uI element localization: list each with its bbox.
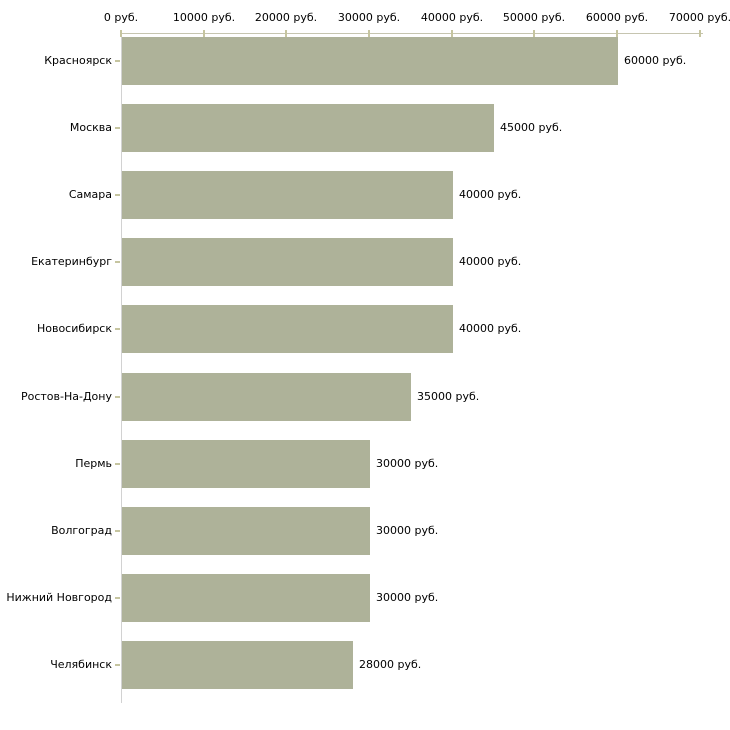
category-tick bbox=[115, 328, 120, 330]
x-axis-tick bbox=[368, 30, 370, 37]
x-axis-tick bbox=[285, 30, 287, 37]
bar bbox=[122, 238, 453, 286]
category-tick bbox=[115, 463, 120, 465]
bar bbox=[122, 373, 411, 421]
x-axis-line bbox=[121, 33, 703, 34]
category-tick bbox=[115, 261, 120, 263]
y-axis-line bbox=[121, 33, 122, 704]
x-axis-tick-label: 0 руб. bbox=[103, 11, 139, 24]
x-axis-tick-label: 70000 руб. bbox=[668, 11, 730, 24]
category-label: Москва bbox=[69, 121, 112, 134]
x-axis-tick-label: 40000 руб. bbox=[420, 11, 484, 24]
category-label: Красноярск bbox=[44, 54, 112, 67]
value-label: 45000 руб. bbox=[500, 121, 563, 134]
category-tick bbox=[115, 530, 120, 532]
category-label: Челябинск bbox=[50, 658, 112, 671]
value-label: 40000 руб. bbox=[459, 255, 522, 268]
bar bbox=[122, 305, 453, 353]
value-label: 30000 руб. bbox=[376, 524, 439, 537]
bar bbox=[122, 507, 370, 555]
bar bbox=[122, 440, 370, 488]
bar bbox=[122, 641, 353, 689]
category-tick bbox=[115, 597, 120, 599]
bar bbox=[122, 574, 370, 622]
value-label: 35000 руб. bbox=[417, 390, 480, 403]
x-axis-tick-label: 20000 руб. bbox=[254, 11, 318, 24]
category-label: Новосибирск bbox=[36, 322, 112, 335]
category-label: Волгоград bbox=[51, 524, 112, 537]
value-label: 40000 руб. bbox=[459, 322, 522, 335]
bar bbox=[122, 171, 453, 219]
value-label: 60000 руб. bbox=[624, 54, 687, 67]
category-label: Екатеринбург bbox=[31, 255, 112, 268]
x-axis-tick-label: 50000 руб. bbox=[502, 11, 566, 24]
value-label: 28000 руб. bbox=[359, 658, 422, 671]
value-label: 30000 руб. bbox=[376, 591, 439, 604]
value-label: 30000 руб. bbox=[376, 457, 439, 470]
x-axis-tick-label: 10000 руб. bbox=[172, 11, 236, 24]
x-axis-tick bbox=[203, 30, 205, 37]
x-axis-tick-label: 60000 руб. bbox=[585, 11, 649, 24]
category-tick bbox=[115, 127, 120, 129]
category-label: Пермь bbox=[75, 457, 112, 470]
x-axis-tick-label: 30000 руб. bbox=[337, 11, 401, 24]
x-axis-tick bbox=[699, 30, 701, 37]
category-tick bbox=[115, 664, 120, 666]
x-axis-tick bbox=[616, 30, 618, 37]
value-label: 40000 руб. bbox=[459, 188, 522, 201]
x-axis-tick bbox=[533, 30, 535, 37]
category-tick bbox=[115, 194, 120, 196]
category-label: Ростов-На-Дону bbox=[20, 390, 112, 403]
bar bbox=[122, 37, 618, 85]
x-axis-tick bbox=[120, 30, 122, 37]
category-tick bbox=[115, 60, 120, 62]
x-axis-tick bbox=[451, 30, 453, 37]
category-label: Нижний Новгород bbox=[6, 591, 112, 604]
category-label: Самара bbox=[68, 188, 112, 201]
bar bbox=[122, 104, 494, 152]
category-tick bbox=[115, 396, 120, 398]
